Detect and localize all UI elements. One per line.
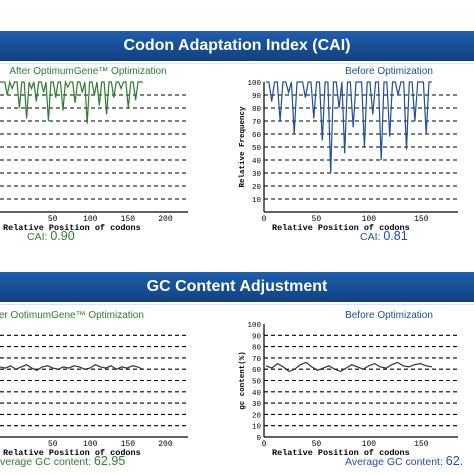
- y-tick-label: 60: [252, 132, 262, 140]
- cai-before-value: 0.81: [383, 229, 408, 243]
- chart-title: After OptimumGene™ Optimization: [9, 66, 166, 77]
- gc-before-value: 62.: [445, 454, 464, 468]
- chart-title: ter OotimumGene™ Optimization: [0, 310, 144, 321]
- series-line: [0, 79, 143, 124]
- x-tick-label: 100: [83, 440, 98, 449]
- x-tick-label: 200: [158, 440, 173, 449]
- x-tick-label: 50: [48, 440, 58, 449]
- y-tick-label: 10: [252, 197, 262, 205]
- chart-title: Before Optimization: [345, 310, 433, 321]
- y-tick-label: 50: [252, 379, 262, 387]
- cai-before-footer: CAI: 0.81: [360, 229, 408, 243]
- x-tick-label: 100: [362, 215, 377, 224]
- gc-after-value: 62.95: [93, 454, 126, 468]
- x-tick-label: 100: [83, 215, 98, 224]
- x-tick-label: 50: [48, 215, 58, 224]
- y-tick-label: 30: [252, 401, 262, 409]
- x-tick-label: 200: [158, 215, 173, 224]
- y-tick-label: 80: [252, 345, 262, 353]
- y-tick-label: 70: [252, 119, 262, 127]
- x-tick-label: 100: [362, 440, 377, 449]
- x-tick-label: 50: [312, 440, 322, 449]
- cai-after-value: 0.90: [50, 229, 75, 243]
- series-line: [266, 81, 432, 174]
- x-tick-label: 150: [121, 215, 136, 224]
- y-tick-label: 80: [252, 106, 262, 114]
- divider: [0, 304, 474, 305]
- cai-section-banner: Codon Adaptation Index (CAI): [0, 31, 474, 61]
- cai-after-label: CAI:: [27, 231, 48, 243]
- gc-before-footer: Average GC content: 62.: [345, 454, 463, 468]
- y-axis-label: gc content(%): [239, 351, 247, 410]
- gc-section-title: GC Content Adjustment: [146, 278, 328, 295]
- y-axis-label: Relative Frequency: [239, 106, 247, 188]
- x-tick-label: 150: [414, 440, 429, 449]
- divider: [0, 63, 474, 64]
- gc-after-label: verage GC content:: [0, 456, 92, 468]
- x-tick-label: 150: [121, 440, 136, 449]
- x-tick-label: 150: [414, 215, 429, 224]
- x-axis-label: Relative Position of codons: [3, 448, 141, 458]
- series-line: [0, 364, 144, 371]
- gc-before-label: Average GC content:: [345, 456, 443, 468]
- y-tick-label: 60: [252, 367, 262, 375]
- y-tick-label: 40: [252, 390, 262, 398]
- y-tick-label: 90: [252, 333, 262, 341]
- y-tick-label: 40: [252, 158, 262, 166]
- x-axis-label: Relative Position of codons: [3, 223, 141, 233]
- x-tick-label: 0: [262, 440, 267, 449]
- y-tick-label: 10: [252, 424, 262, 432]
- y-tick-label: 30: [252, 171, 262, 179]
- gc-after-footer: verage GC content: 62.95: [0, 454, 125, 468]
- x-axis-label: Relative Position of codons: [272, 223, 410, 233]
- x-tick-label: 50: [312, 215, 322, 224]
- y-tick-label: 20: [252, 184, 262, 192]
- y-tick-label: 100: [247, 322, 261, 330]
- series-line: [265, 361, 432, 373]
- x-tick-label: 0: [262, 215, 267, 224]
- cai-before-label: CAI:: [360, 231, 381, 243]
- cai-section-title: Codon Adaptation Index (CAI): [123, 37, 351, 54]
- chart-title: Before Optimization: [345, 66, 433, 77]
- x-axis-label: Relative Position of codons: [272, 448, 410, 458]
- y-tick-label: 0: [256, 435, 261, 443]
- y-tick-label: 20: [252, 412, 262, 420]
- y-tick-label: 100: [247, 80, 261, 88]
- gc-section-banner: GC Content Adjustment: [0, 272, 474, 302]
- y-tick-label: 50: [252, 145, 262, 153]
- cai-after-footer: CAI: 0.90: [27, 229, 75, 243]
- y-tick-label: 90: [252, 93, 262, 101]
- y-tick-label: 70: [252, 356, 262, 364]
